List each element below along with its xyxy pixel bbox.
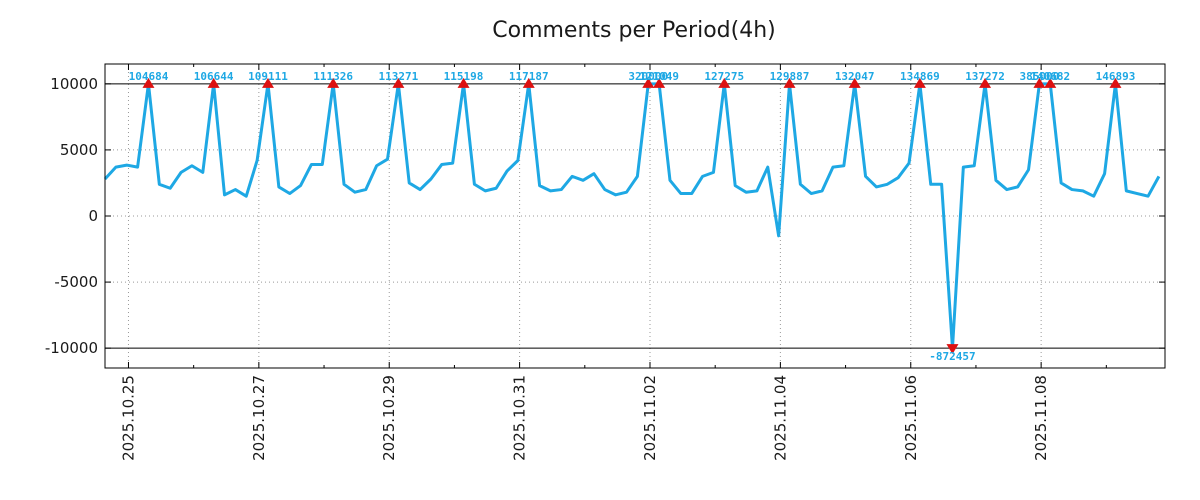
peak-marker [718,77,731,88]
peak-label: 115198 [444,70,484,83]
y-tick-label: 0 [88,207,98,225]
x-tick-label: 2025.10.29 [380,375,398,461]
peak-marker [327,77,340,88]
peak-label: 113271 [378,70,418,83]
y-tick-label: -10000 [45,339,98,357]
peak-label: 111326 [313,70,353,83]
peak-marker [142,77,155,88]
peak-marker [1044,77,1057,88]
y-tick-label: 5000 [60,141,98,159]
y-tick-label: 10000 [50,75,98,93]
grid [105,64,1165,368]
peak-label: 121049 [639,70,679,83]
peak-marker [1033,77,1046,88]
peak-label: 104684 [129,70,169,83]
x-tick-label: 2025.11.04 [771,375,789,461]
peak-marker [642,77,655,88]
peak-marker [946,344,959,355]
peak-label: 320000 [628,70,668,83]
peak-label: 109111 [248,70,288,83]
axis-ticks [105,64,1165,368]
x-tick-label: 2025.10.25 [119,375,137,461]
x-tick-label: 2025.10.31 [511,375,529,461]
peak-labels: 104684 106644 109111 111326 113271 115198 1171… [129,70,1136,363]
peak-label: 134869 [900,70,940,83]
peak-marker [261,77,274,88]
peak-marker [522,77,535,88]
peak-label: 146893 [1096,70,1136,83]
peak-marker [848,77,861,88]
peak-marker [913,77,926,88]
y-tick-label: -5000 [54,273,98,291]
peak-label: -872457 [929,350,975,363]
peak-marker [1109,77,1122,88]
peak-label: 127275 [704,70,744,83]
peak-marker [783,77,796,88]
peak-label: 129887 [770,70,810,83]
peak-marker [979,77,992,88]
peak-label: 132047 [835,70,875,83]
series-line-comments [103,82,1161,350]
peak-label: 117187 [509,70,549,83]
peak-label: 140682 [1030,70,1070,83]
peak-marker [392,77,405,88]
peak-marker [207,77,220,88]
chart-title: Comments per Period(4h) [492,18,776,43]
peak-label: 137272 [965,70,1005,83]
peak-marker [653,77,666,88]
y-axis-tick-labels: 10000 5000 0 -5000 -10000 [45,75,98,357]
x-axis-tick-labels: 2025.10.25 2025.10.27 2025.10.29 2025.10.31… [119,375,1050,461]
peak-label: 385000 [1020,70,1060,83]
peak-marker [457,77,470,88]
x-tick-label: 2025.11.06 [902,375,920,461]
x-tick-label: 2025.10.27 [250,375,268,461]
peak-markers [142,77,1122,355]
peak-label: 106644 [194,70,234,83]
x-tick-label: 2025.11.02 [641,375,659,461]
x-tick-label: 2025.11.08 [1032,375,1050,461]
series-layer [103,82,1161,350]
